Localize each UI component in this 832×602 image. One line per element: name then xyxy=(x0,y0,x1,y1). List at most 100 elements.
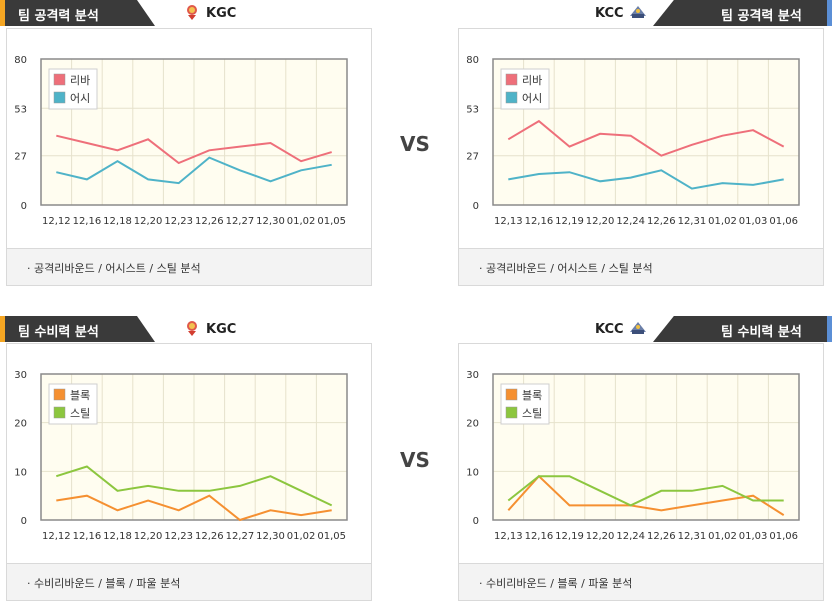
team-name: KCC xyxy=(595,6,624,21)
x-tick-label: 12,26 xyxy=(647,216,676,227)
legend-swatch xyxy=(53,388,66,401)
attack-header-left: 팀 공격력 분석 KGC xyxy=(0,0,400,26)
team-name: KCC xyxy=(595,322,624,337)
section-title: 팀 수비력 분석 xyxy=(721,325,802,340)
panel-footer: · 수비리바운드 / 블록 / 파울 분석 xyxy=(7,563,371,600)
x-tick-label: 01,05 xyxy=(317,531,346,542)
x-tick-label: 01,06 xyxy=(769,531,798,542)
legend-label: 블록 xyxy=(522,389,542,402)
legend-swatch xyxy=(505,388,518,401)
plot-frame xyxy=(492,58,800,206)
x-tick-label: 12,16 xyxy=(73,216,102,227)
x-tick-label: 12,18 xyxy=(103,216,132,227)
legend-swatch xyxy=(53,73,66,86)
chart-panel-kcc-attack: 0 27 53 80 12,13 12,16 12,19 12,20 12,24 12,26 12,… xyxy=(458,28,824,286)
y-tick-label: 0 xyxy=(21,201,27,212)
header-bar xyxy=(653,316,827,342)
x-tick-label: 01,02 xyxy=(287,531,316,542)
x-tick-label: 12,23 xyxy=(164,216,193,227)
x-tick-label: 12,27 xyxy=(226,531,255,542)
footer-text: · 수비리바운드 / 블록 / 파울 분석 xyxy=(479,577,633,590)
x-tick-label: 12,13 xyxy=(494,216,523,227)
x-tick-label: 01,02 xyxy=(708,531,737,542)
x-tick-label: 12,20 xyxy=(134,531,163,542)
y-tick-label: 53 xyxy=(466,104,479,115)
section-title: 팀 수비력 분석 xyxy=(18,325,99,340)
y-tick-label: 10 xyxy=(466,467,479,478)
panel-footer: · 공격리바운드 / 어시스트 / 스틸 분석 xyxy=(459,248,823,285)
y-tick-label: 0 xyxy=(21,516,27,527)
line-chart: 0 27 53 80 12,13 12,16 12,19 12,20 12,24 12,26 12,… xyxy=(466,55,800,227)
x-tick-label: 12,24 xyxy=(616,531,645,542)
y-tick-label: 80 xyxy=(466,55,479,66)
x-tick-label: 01,02 xyxy=(708,216,737,227)
legend-label: 스틸 xyxy=(70,407,90,420)
legend-swatch xyxy=(53,91,66,104)
x-tick-label: 12,27 xyxy=(226,216,255,227)
y-tick-label: 27 xyxy=(14,152,27,163)
y-tick-label: 0 xyxy=(473,516,479,527)
legend-label: 어시 xyxy=(522,92,542,105)
footer-text: · 공격리바운드 / 어시스트 / 스틸 분석 xyxy=(479,262,653,275)
legend-swatch xyxy=(53,406,66,419)
legend-swatch xyxy=(505,73,518,86)
section-title: 팀 공격력 분석 xyxy=(721,9,802,24)
header-bar xyxy=(653,0,827,26)
x-tick-label: 12,20 xyxy=(586,216,615,227)
kgc-logo-icon xyxy=(184,4,200,20)
y-tick-label: 20 xyxy=(466,419,479,430)
x-tick-label: 12,19 xyxy=(555,531,584,542)
series-line-2 xyxy=(56,156,332,185)
defense-header-left: 팀 수비력 분석 KGC xyxy=(0,316,400,342)
x-tick-label: 12,31 xyxy=(678,216,707,227)
chart-panel-kcc-defense: 0 10 20 30 12,13 12,16 12,19 12,20 12,24 12,26 12,… xyxy=(458,343,824,601)
y-tick-label: 0 xyxy=(473,201,479,212)
header-bar xyxy=(5,316,155,342)
x-tick-label: 12,26 xyxy=(195,531,224,542)
chart-panel-kgc-defense: 0 10 20 30 12,12 12,16 12,18 12,20 12,23 12,26 12,… xyxy=(6,343,372,601)
accent-bar xyxy=(0,316,5,342)
series-line-1 xyxy=(507,119,785,157)
x-tick-label: 12,18 xyxy=(103,531,132,542)
y-tick-label: 80 xyxy=(14,55,27,66)
defense-header-right: KCC 팀 수비력 분석 xyxy=(560,316,832,342)
y-tick-label: 20 xyxy=(14,419,27,430)
footer-text: · 공격리바운드 / 어시스트 / 스틸 분석 xyxy=(27,262,201,275)
x-tick-label: 12,30 xyxy=(256,531,285,542)
x-tick-label: 12,31 xyxy=(678,531,707,542)
x-tick-label: 12,13 xyxy=(494,531,523,542)
accent-bar xyxy=(827,316,832,342)
legend-label: 스틸 xyxy=(522,407,542,420)
plot-frame xyxy=(492,373,800,521)
series-line-1 xyxy=(507,474,785,516)
legend-label: 어시 xyxy=(70,92,90,105)
x-tick-label: 01,06 xyxy=(769,216,798,227)
plot-frame xyxy=(40,373,348,521)
legend-swatch xyxy=(505,406,518,419)
vs-label: VS xyxy=(400,448,430,472)
plot-frame xyxy=(40,58,348,206)
x-tick-label: 12,24 xyxy=(616,216,645,227)
series-line-2 xyxy=(507,475,784,507)
series-line-2 xyxy=(55,465,333,507)
x-tick-label: 12,26 xyxy=(647,531,676,542)
vs-label: VS xyxy=(400,132,430,156)
y-tick-label: 10 xyxy=(14,467,27,478)
y-tick-label: 27 xyxy=(466,152,479,163)
x-tick-label: 12,26 xyxy=(195,216,224,227)
chart-panel-kgc-attack: 0 27 53 80 12,12 12,16 12,18 12,20 12,23 12,26 12,… xyxy=(6,28,372,286)
legend-label: 리바 xyxy=(522,74,542,87)
x-tick-label: 12,30 xyxy=(256,216,285,227)
x-tick-label: 01,03 xyxy=(739,531,768,542)
panel-footer: · 공격리바운드 / 어시스트 / 스틸 분석 xyxy=(7,248,371,285)
x-tick-label: 01,05 xyxy=(317,216,346,227)
attack-header-right: KCC 팀 공격력 분석 xyxy=(560,0,832,26)
series-line-1 xyxy=(56,134,332,165)
legend-label: 리바 xyxy=(70,74,90,87)
